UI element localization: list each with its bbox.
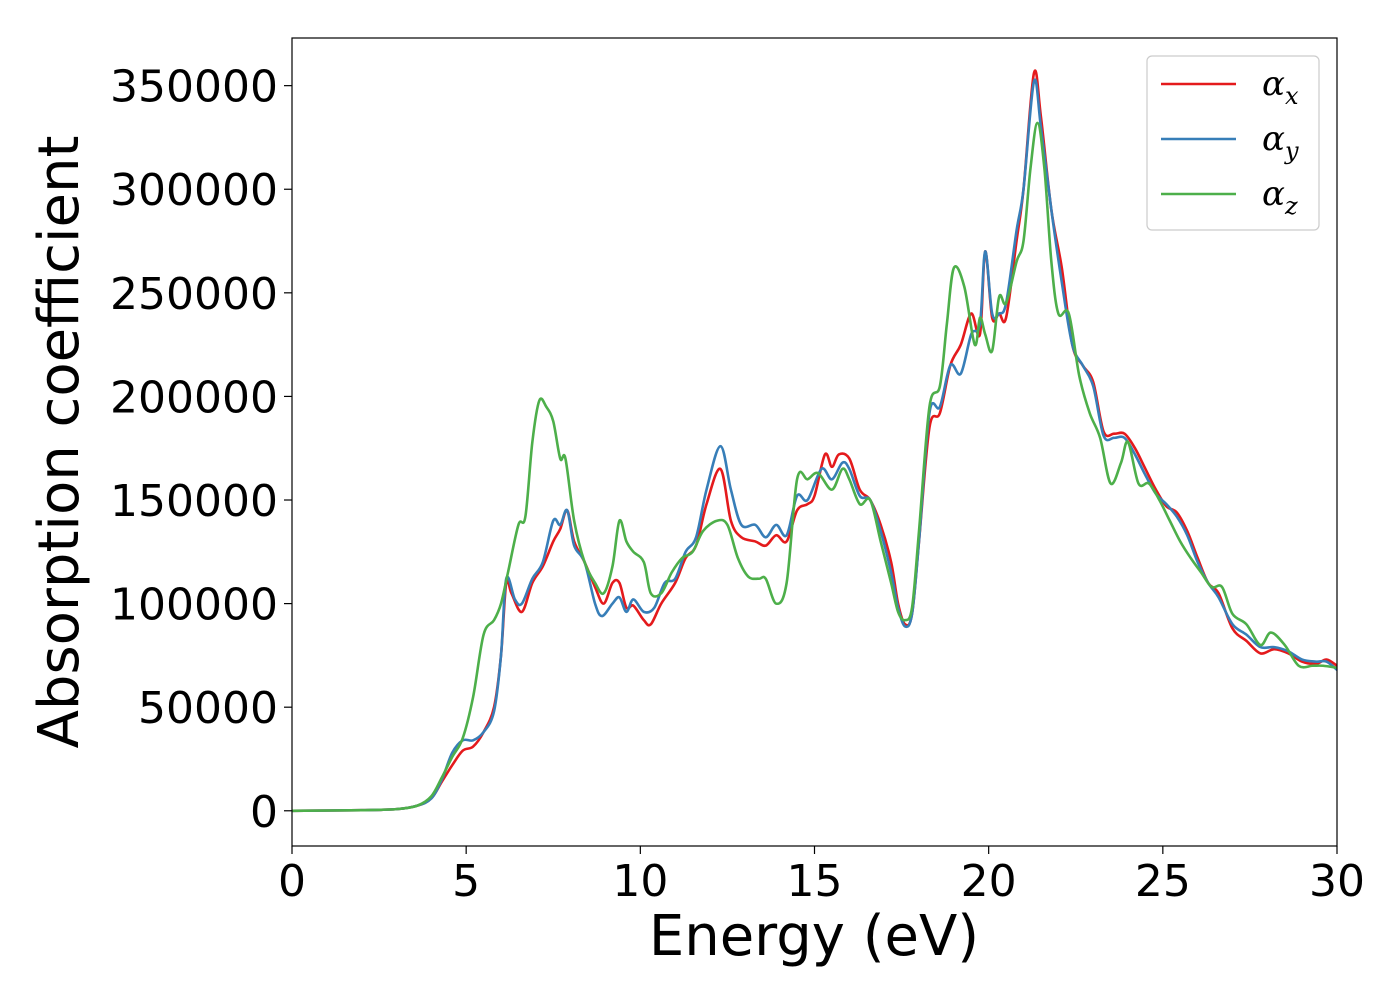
y-tick-label: 150000 xyxy=(110,476,278,527)
legend-label-z: αz xyxy=(1262,174,1298,220)
y-tick-label: 0 xyxy=(250,787,278,838)
legend-subscript: y xyxy=(1284,137,1299,165)
y-axis-label: Absorption coefficient xyxy=(27,136,92,749)
y-axis-ticks: 0 50000 100000 150000 200000 250000 300000 3500… xyxy=(110,62,292,838)
x-tick-label: 10 xyxy=(612,856,668,907)
legend-label-x: αx xyxy=(1262,64,1299,110)
series-line-y xyxy=(292,78,1337,813)
legend-subscript: z xyxy=(1284,192,1298,220)
y-tick-label: 50000 xyxy=(138,683,278,734)
legend-subscript: x xyxy=(1285,82,1299,110)
legend-symbol: α xyxy=(1262,174,1285,214)
y-tick-label: 200000 xyxy=(110,372,278,423)
x-tick-label: 5 xyxy=(452,856,480,907)
y-tick-label: 350000 xyxy=(110,62,278,113)
legend-symbol: α xyxy=(1262,119,1285,159)
legend-symbol: α xyxy=(1262,64,1285,104)
legend-box xyxy=(1146,55,1320,231)
x-axis-label: Energy (eV) xyxy=(649,904,979,969)
series-line-x xyxy=(292,69,1337,813)
x-tick-label: 20 xyxy=(961,856,1017,907)
series-line-z xyxy=(292,121,1337,813)
y-tick-label: 300000 xyxy=(110,165,278,216)
x-tick-label: 0 xyxy=(278,856,306,907)
legend-label-y: αy xyxy=(1262,119,1299,165)
y-tick-label: 100000 xyxy=(110,580,278,631)
x-axis-ticks: 0 5 10 15 20 25 30 xyxy=(278,846,1365,907)
y-tick-label: 250000 xyxy=(110,269,278,320)
x-tick-label: 15 xyxy=(787,856,843,907)
series-layer xyxy=(292,69,1337,813)
x-tick-label: 25 xyxy=(1135,856,1191,907)
x-tick-label: 30 xyxy=(1309,856,1365,907)
